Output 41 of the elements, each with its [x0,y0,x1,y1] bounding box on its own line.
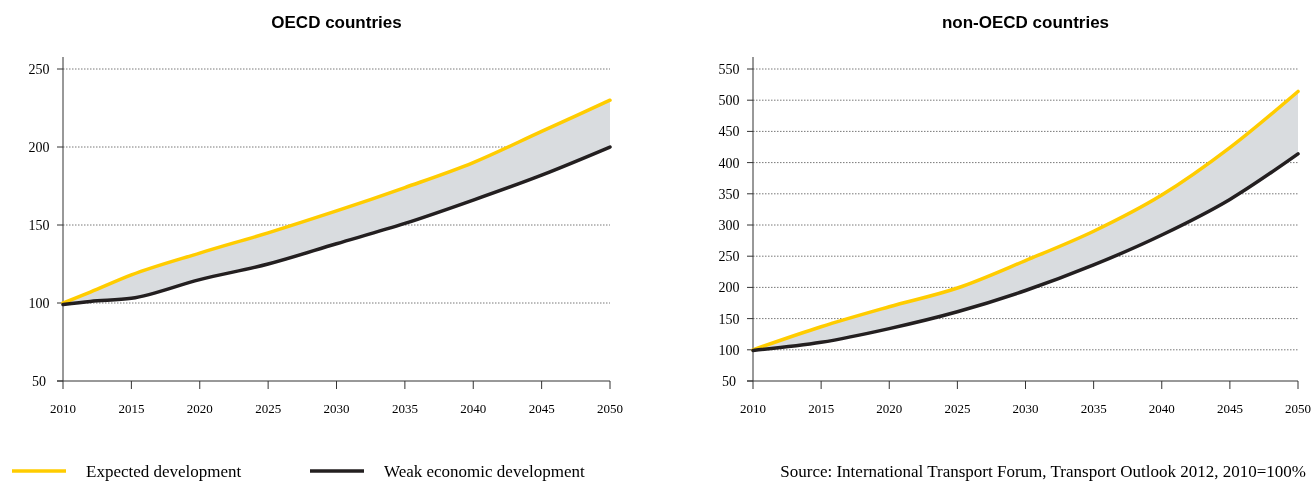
y-tick-label: 350 [718,186,740,202]
x-tick-label: 2030 [1012,401,1039,416]
source-note: Source: International Transport Forum, Transport Outlook 2012, 2010=100% [780,461,1306,481]
x-tick-label: 2035 [1080,401,1107,416]
legend-label: Expected development [86,461,242,481]
x-tick-label: 2050 [597,401,623,416]
legend-label: Weak economic development [384,461,585,481]
x-tick-label: 2015 [118,401,145,416]
x-tick-label: 2025 [255,401,282,416]
x-tick-label: 2035 [391,401,418,416]
y-tick-label: 200 [28,139,50,155]
y-tick-label: 500 [718,93,740,109]
x-tick-label: 2040 [460,401,487,416]
line-series [751,152,1300,353]
y-tick-label: 150 [28,217,50,233]
y-tick-label: 50 [722,373,736,389]
chart-title: OECD countries [271,13,402,32]
y-tick-label: 300 [718,217,740,233]
x-tick-label: 2045 [1216,401,1243,416]
y-tick-label: 450 [718,124,740,140]
x-tick-label: 2015 [808,401,835,416]
x-tick-label: 2020 [186,401,213,416]
line-series [61,145,612,307]
x-tick-label: 2045 [528,401,555,416]
y-tick-label: 550 [718,61,740,77]
x-tick-label: 2020 [876,401,903,416]
y-tick-label: 100 [28,295,50,311]
x-tick-label: 2010 [50,401,76,416]
y-tick-label: 250 [28,61,50,77]
y-tick-label: 100 [718,342,740,358]
chart-title: non-OECD countries [941,13,1110,32]
y-tick-label: 200 [718,280,740,296]
x-tick-label: 2050 [1285,401,1311,416]
y-tick-label: 50 [32,373,46,389]
y-tick-label: 400 [718,155,740,171]
y-tick-label: 150 [718,311,740,327]
x-tick-label: 2025 [944,401,971,416]
x-tick-label: 2030 [323,401,350,416]
x-tick-label: 2010 [740,401,766,416]
x-tick-label: 2040 [1148,401,1175,416]
y-tick-label: 250 [718,249,740,265]
